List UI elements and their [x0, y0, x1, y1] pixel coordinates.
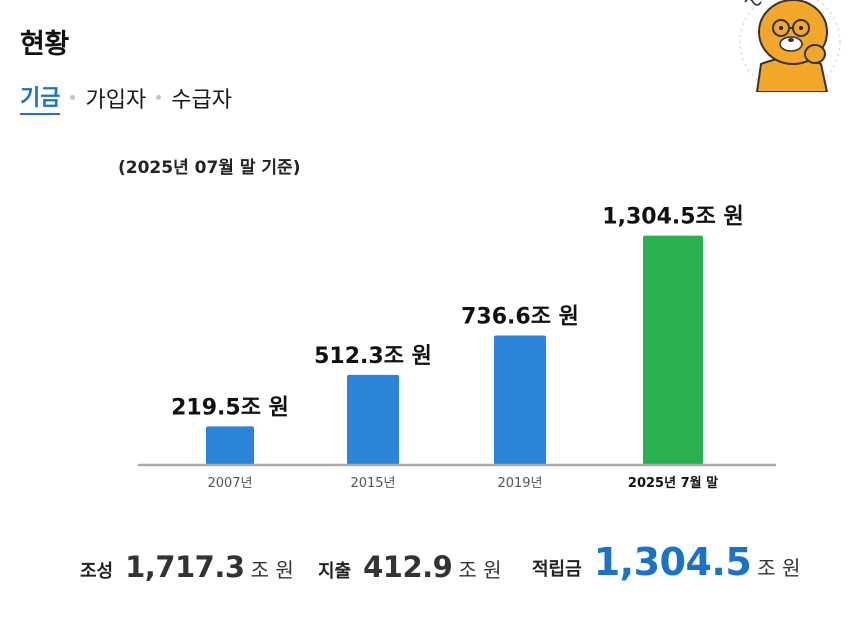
- fund-summary: 조성 1,717.3 조 원 지출 412.9 조 원 적립금 1,304.5 …: [0, 532, 856, 592]
- tab-fund[interactable]: 기금: [20, 80, 61, 115]
- bar-2015년: [347, 374, 399, 465]
- summary-unit: 조 원: [250, 558, 294, 582]
- tab-separator-dot: [156, 95, 162, 100]
- tab-subscribers[interactable]: 가입자: [85, 87, 147, 113]
- summary-label: 조성: [80, 561, 114, 582]
- chart-subtitle: (2025년 07월 말 기준): [118, 157, 300, 178]
- x-tick-label: 2019년: [497, 476, 542, 491]
- summary-label: 지출: [318, 561, 352, 582]
- summary-value: 412.9: [363, 550, 453, 584]
- x-tick-label: 2025년 7월 말: [628, 475, 718, 491]
- summary-value: 1,717.3: [125, 550, 245, 584]
- summary-label: 적립금: [532, 559, 582, 580]
- bar-2025년 7월 말: [643, 235, 703, 465]
- summary-unit: 조 원: [757, 556, 801, 580]
- summary-value: 1,304.5: [593, 540, 752, 584]
- page-title: 현황: [20, 29, 69, 60]
- summary-creation: 조성 1,717.3 조 원: [80, 550, 294, 584]
- tab-bar: 기금 가입자 수급자: [20, 80, 232, 115]
- summary-expenditure: 지출 412.9 조 원: [318, 550, 502, 584]
- tab-separator-dot: [70, 95, 76, 100]
- bar-2007년: [206, 426, 254, 465]
- bar-data-label: 219.5조 원: [171, 395, 289, 420]
- summary-reserve: 적립금 1,304.5 조 원: [532, 540, 800, 584]
- lion-mascot-thinking-icon: [739, 0, 841, 92]
- bar-data-label: 736.6조 원: [461, 304, 579, 329]
- bar-data-label: 1,304.5조 원: [602, 205, 743, 230]
- summary-unit: 조 원: [458, 558, 502, 582]
- bar-2019년: [494, 335, 546, 465]
- x-tick-label: 2015년: [350, 476, 395, 491]
- fund-bar-chart: (2025년 07월 말 기준) 219.5조 원 2007년 512.3조 원 20…: [118, 157, 776, 491]
- tab-beneficiaries[interactable]: 수급자: [171, 87, 232, 113]
- x-tick-label: 2007년: [207, 476, 252, 491]
- bar-data-label: 512.3조 원: [314, 344, 432, 369]
